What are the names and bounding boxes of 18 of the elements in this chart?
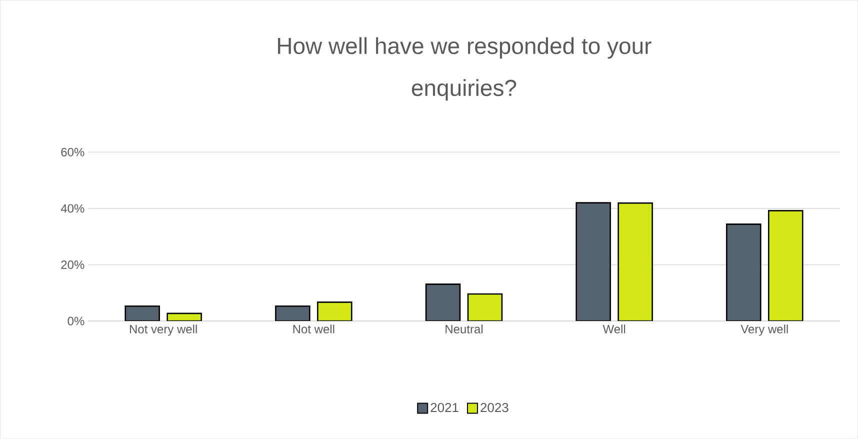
bar — [425, 283, 461, 321]
x-tick-label: Very well — [740, 324, 788, 336]
y-tick-label: 60% — [61, 148, 84, 156]
chart-title: How well have we responded to your enquiries? — [278, 37, 652, 101]
x-tick-label: Neutral — [446, 324, 483, 334]
y-tick-label: 0% — [68, 316, 84, 326]
bar — [618, 202, 653, 321]
y-tick-label: 40% — [60, 204, 84, 213]
x-tick-label: Not well — [293, 324, 334, 334]
legend-label: 2023 — [480, 402, 508, 412]
bar — [576, 202, 611, 321]
bar — [768, 210, 804, 321]
bar — [467, 293, 503, 321]
y-tick-label: 20% — [61, 260, 84, 269]
legend-label: 2021 — [430, 402, 458, 412]
x-tick-label: Not very well — [130, 324, 197, 336]
x-tick-label: Well — [602, 324, 626, 334]
bar — [726, 223, 762, 321]
